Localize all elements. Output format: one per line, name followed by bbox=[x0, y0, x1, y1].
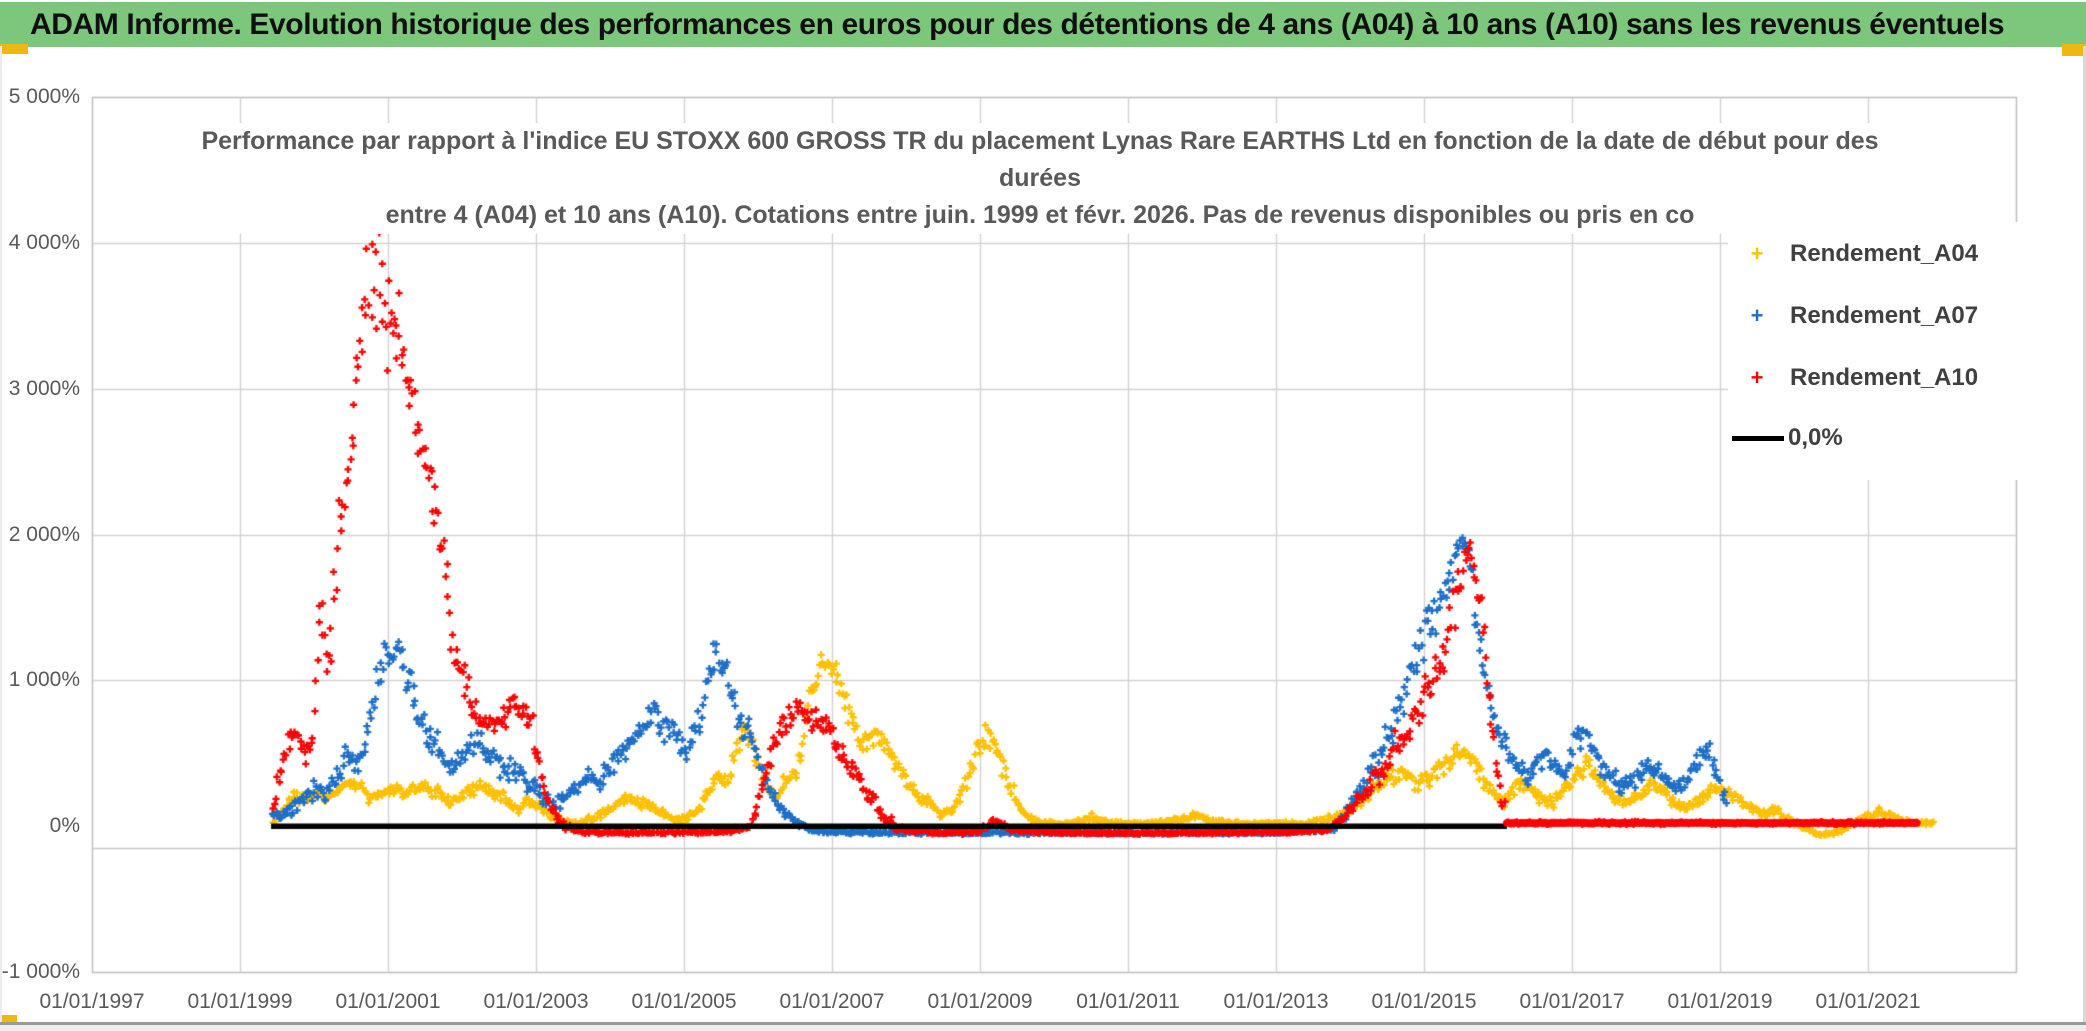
chart-legend[interactable]: + Rendement_A04 + Rendement_A07 + Rendem… bbox=[1728, 222, 2046, 480]
chart-title: Performance par rapport à l'indice EU ST… bbox=[170, 123, 1910, 234]
legend-label: Rendement_A07 bbox=[1790, 302, 1979, 329]
x-axis-tick-label: 01/01/1999 bbox=[187, 990, 293, 1013]
chart-area[interactable]: 5 000% 4 000% 3 000% 2 000% 1 000% 0% -1 000% 0… bbox=[0, 47, 2086, 1031]
y-axis-tick-label: 4 000% bbox=[8, 230, 80, 254]
x-axis-tick-label: 01/01/2005 bbox=[631, 990, 737, 1013]
page-title: ADAM Informe. Evolution historique des p… bbox=[30, 7, 2005, 41]
y-axis-tick-label: 0% bbox=[49, 814, 80, 838]
legend-label: 0,0% bbox=[1788, 424, 1843, 451]
plus-marker-icon: + bbox=[1750, 365, 1764, 390]
x-axis-tick-label: 01/01/2015 bbox=[1371, 990, 1477, 1013]
x-axis-tick-label: 01/01/2011 bbox=[1076, 990, 1180, 1013]
y-axis-tick-label: -1 000% bbox=[1, 960, 80, 983]
chart-title-line2: entre 4 (A04) et 10 ans (A10). Cotations… bbox=[385, 201, 1695, 229]
legend-label: Rendement_A10 bbox=[1790, 364, 1979, 391]
header-bar: ADAM Informe. Evolution historique des p… bbox=[0, 2, 2086, 47]
legend-item-rendement-a04[interactable]: + Rendement_A04 bbox=[1728, 236, 2046, 272]
x-axis-tick-label: 01/01/2017 bbox=[1519, 990, 1625, 1013]
x-axis-tick-label: 01/01/1997 bbox=[39, 990, 145, 1013]
x-axis-tick-label: 01/01/2001 bbox=[335, 990, 441, 1013]
legend-item-rendement-a07[interactable]: + Rendement_A07 bbox=[1728, 298, 2046, 334]
x-axis-tick-label: 01/01/2007 bbox=[779, 990, 885, 1013]
y-axis-tick-label: 5 000% bbox=[8, 85, 80, 108]
plus-marker-icon: + bbox=[1750, 241, 1764, 266]
plus-marker-icon: + bbox=[1750, 303, 1764, 328]
x-axis-tick-label: 01/01/2021 bbox=[1815, 990, 1921, 1013]
x-axis-tick-label: 01/01/2019 bbox=[1667, 990, 1773, 1013]
line-marker-icon bbox=[1732, 435, 1784, 441]
x-axis-tick-label: 01/01/2009 bbox=[927, 990, 1033, 1013]
chart-title-line1: Performance par rapport à l'indice EU ST… bbox=[201, 127, 1879, 192]
legend-item-zero-line[interactable]: 0,0% bbox=[1728, 420, 2046, 456]
x-axis-tick-label: 01/01/2003 bbox=[483, 990, 589, 1013]
y-axis-tick-label: 1 000% bbox=[8, 668, 80, 692]
y-axis-tick-label: 2 000% bbox=[8, 522, 80, 546]
x-axis-tick-label: 01/01/2013 bbox=[1223, 990, 1329, 1013]
y-axis-tick-label: 3 000% bbox=[8, 376, 80, 400]
legend-item-rendement-a10[interactable]: + Rendement_A10 bbox=[1728, 360, 2046, 396]
legend-label: Rendement_A04 bbox=[1790, 240, 1979, 267]
